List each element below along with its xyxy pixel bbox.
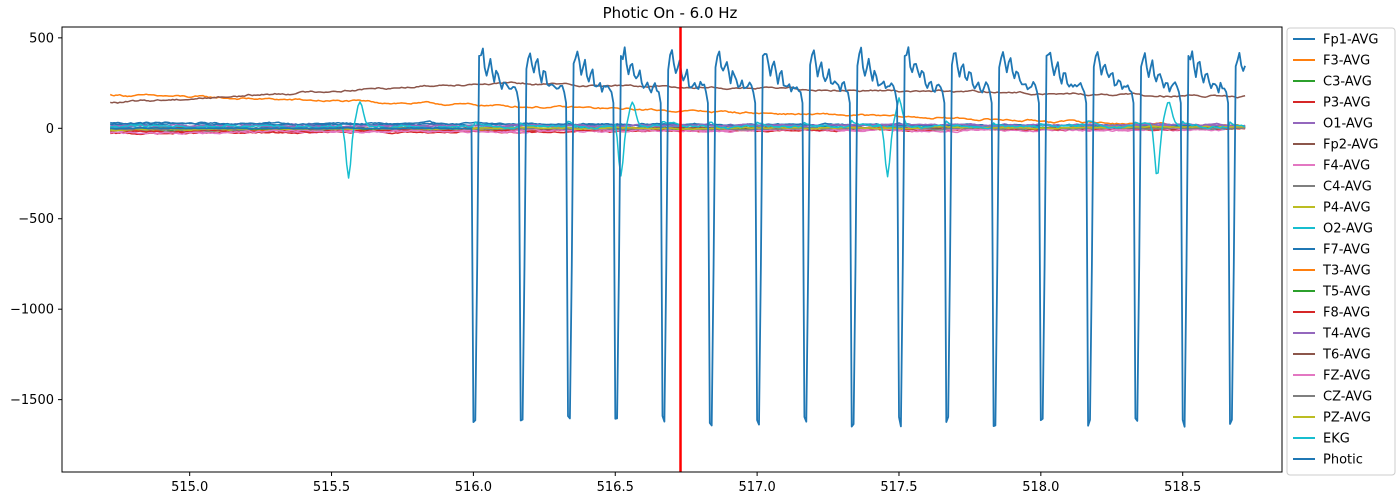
y-tick-label: −1500 [10,393,54,408]
chart-title: Photic On - 6.0 Hz [603,4,738,22]
legend-label: F8-AVG [1323,306,1370,321]
series-line-photic [110,46,1246,428]
legend-label: F3-AVG [1323,54,1370,69]
legend-label: C4-AVG [1323,180,1372,195]
x-tick-label: 517.5 [880,480,917,495]
x-tick-label: 518.0 [1022,480,1059,495]
x-axis: 515.0 515.5 516.0 516.5 517.0 517.5 518.0 518.5 [171,472,1201,495]
x-tick-label: 517.0 [739,480,776,495]
legend: Fp1-AVG F3-AVG C3-AVG P3-AVG O1-AVG Fp2-AVG F4… [1286,27,1396,476]
series-line-f3-avg [109,93,1246,128]
plot-frame [61,26,1283,473]
legend-label: O2-AVG [1323,222,1373,237]
x-tick-label: 516.5 [597,480,634,495]
legend-label: Fp2-AVG [1323,138,1378,153]
legend-label: FZ-AVG [1323,369,1371,384]
legend-label: CZ-AVG [1323,390,1372,405]
legend-label: F4-AVG [1323,159,1370,174]
x-tick-label: 516.0 [455,480,492,495]
legend-label: T6-AVG [1322,348,1371,363]
legend-label: EKG [1323,432,1350,447]
legend-label: T4-AVG [1322,327,1371,342]
legend-label: Fp1-AVG [1323,33,1378,48]
series-line-ekg [110,97,1246,179]
legend-box [1286,27,1396,476]
y-tick-label: 500 [29,31,54,46]
legend-label: PZ-AVG [1323,411,1371,426]
y-tick-label: −1000 [10,303,54,318]
y-tick-label: 0 [46,122,54,137]
legend-label: T5-AVG [1322,285,1371,300]
x-tick-label: 515.5 [313,480,350,495]
series-layer [109,46,1246,428]
legend-label: P4-AVG [1323,201,1371,216]
y-axis: 500 0 −500 −1000 −1500 [10,31,62,408]
legend-label: O1-AVG [1323,117,1373,132]
legend-label: Photic [1323,453,1363,468]
y-tick-label: −500 [18,212,54,227]
x-tick-label: 515.0 [171,480,208,495]
legend-label: P3-AVG [1323,96,1371,111]
legend-label: T3-AVG [1322,264,1371,279]
legend-label: C3-AVG [1323,75,1372,90]
x-tick-label: 518.5 [1164,480,1201,495]
series-line-fp2-avg [110,81,1246,104]
legend-label: F7-AVG [1323,243,1370,258]
